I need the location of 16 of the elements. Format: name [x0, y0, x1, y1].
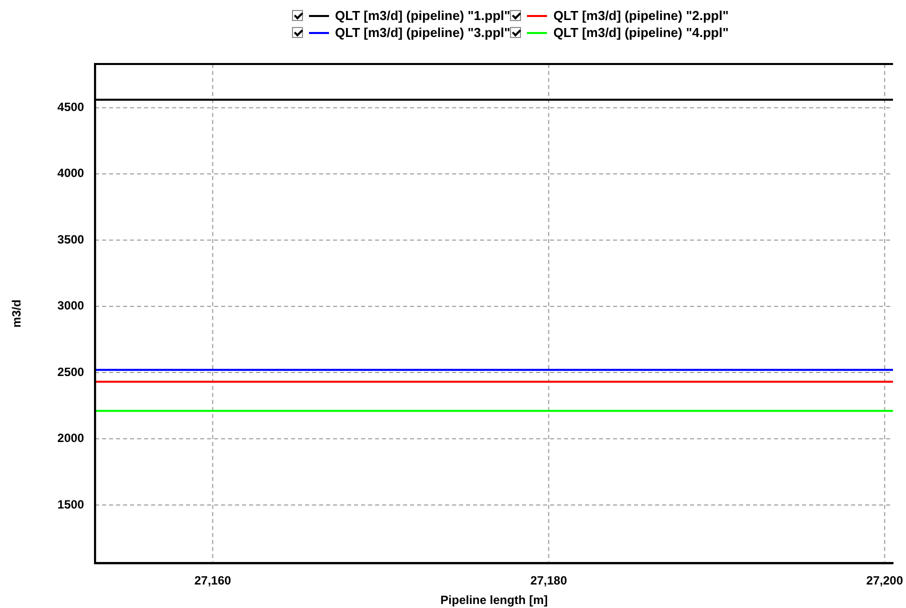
- y-tick-label: 4000: [57, 166, 84, 180]
- y-tick-label: 4500: [57, 100, 84, 114]
- x-tick-label: 27,180: [530, 574, 568, 588]
- legend-label: QLT [m3/d] (pipeline) "3.ppl": [335, 25, 510, 40]
- legend-label: QLT [m3/d] (pipeline) "1.ppl": [335, 8, 510, 23]
- x-tick-label: 27,200: [866, 574, 904, 588]
- legend-label: QLT [m3/d] (pipeline) "4.ppl": [553, 25, 729, 40]
- y-axis-title: m3/d: [10, 300, 24, 328]
- y-tick-label: 3000: [57, 298, 84, 313]
- legend-label: QLT [m3/d] (pipeline) "2.ppl": [553, 8, 729, 23]
- y-tick-label: 1500: [57, 497, 84, 512]
- y-tick-label: 2000: [57, 431, 84, 446]
- y-tick-label: 2500: [57, 364, 84, 379]
- x-tick-label: 27,160: [194, 574, 232, 588]
- x-axis-title: Pipeline length [m]: [440, 593, 548, 608]
- y-tick-label: 3500: [57, 232, 84, 246]
